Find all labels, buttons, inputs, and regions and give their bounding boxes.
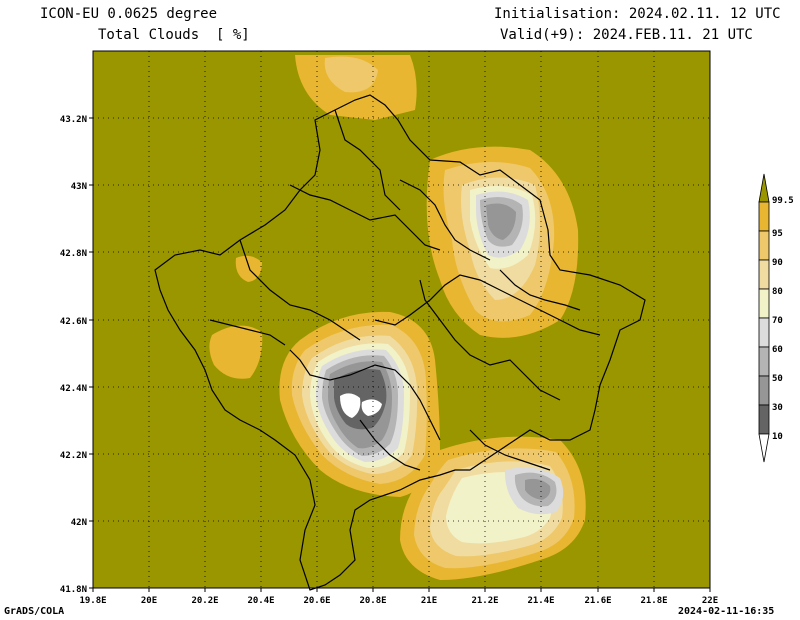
lon-label: 20.4E [247, 596, 274, 606]
colorbar-legend: 99.5 95 90 80 70 60 50 30 10 [758, 173, 794, 463]
border-line [469, 429, 551, 471]
colorbar-label: 80 [772, 287, 783, 297]
colorbar-swatch [758, 346, 770, 377]
border-line [499, 269, 581, 311]
lon-label: 21.6E [584, 596, 611, 606]
lon-label: 20.2E [191, 596, 218, 606]
cloud-contour [209, 325, 263, 379]
colorbar-swatch [758, 201, 770, 232]
lat-label: 42.8N [60, 249, 87, 259]
border-outline [154, 94, 646, 591]
colorbar-swatch [758, 317, 770, 348]
border-line [419, 279, 561, 401]
lon-label: 20.6E [303, 596, 330, 606]
border-line [374, 274, 601, 336]
lon-label: 20E [141, 596, 157, 606]
border-line [399, 179, 491, 261]
lon-label: 19.8E [79, 596, 106, 606]
lat-label: 43N [71, 182, 87, 192]
lon-label: 21.2E [471, 596, 498, 606]
initialisation-time: Initialisation: 2024.02.11. 12 UTC [494, 6, 781, 22]
colorbar-label: 50 [772, 374, 783, 384]
lat-label: 42.4N [60, 384, 87, 394]
lon-label: 21.8E [640, 596, 667, 606]
border-line [359, 419, 421, 471]
border-line [239, 239, 361, 341]
colorbar-swatch [758, 230, 770, 261]
render-timestamp: 2024-02-11-16:35 [678, 606, 775, 617]
lon-label: 21E [421, 596, 437, 606]
lat-label: 42.2N [60, 451, 87, 461]
border-line [289, 349, 441, 441]
lat-label: 42.6N [60, 317, 87, 327]
lat-label: 42N [71, 518, 87, 528]
lat-label: 41.8N [60, 585, 87, 595]
lat-label: 43.2N [60, 115, 87, 125]
colorbar-bottom-triangle [758, 433, 770, 463]
colorbar-label: 30 [772, 403, 783, 413]
cloud-contour [525, 478, 551, 500]
cloud-contour [340, 393, 361, 418]
border-line [334, 109, 401, 211]
colorbar-label: 70 [772, 316, 783, 326]
colorbar-label: 10 [772, 432, 783, 442]
colorbar-swatch [758, 375, 770, 406]
colorbar-label: 99.5 [772, 196, 794, 206]
colorbar-label: 95 [772, 229, 783, 239]
lon-label: 22E [702, 596, 718, 606]
cloud-contour [486, 203, 516, 240]
credit-label: GrADS/COLA [4, 606, 65, 617]
admin-borders [154, 94, 646, 591]
variable-title: Total Clouds [ %] [98, 27, 250, 43]
border-line [209, 319, 286, 346]
colorbar-swatch [758, 259, 770, 290]
colorbar-label: 60 [772, 345, 783, 355]
lon-label: 20.8E [359, 596, 386, 606]
colorbar-top-triangle [758, 173, 770, 203]
cloud-contour [324, 56, 378, 93]
model-title: ICON-EU 0.0625 degree [40, 6, 218, 22]
cloud-cover-field [209, 55, 586, 580]
colorbar-label: 90 [772, 258, 783, 268]
axis-ticks [89, 117, 711, 592]
colorbar-swatch [758, 404, 770, 435]
cloud-contour [361, 399, 382, 416]
colorbar-swatch [758, 288, 770, 319]
valid-time: Valid(+9): 2024.FEB.11. 21 UTC [500, 27, 753, 43]
lon-label: 21.4E [527, 596, 554, 606]
